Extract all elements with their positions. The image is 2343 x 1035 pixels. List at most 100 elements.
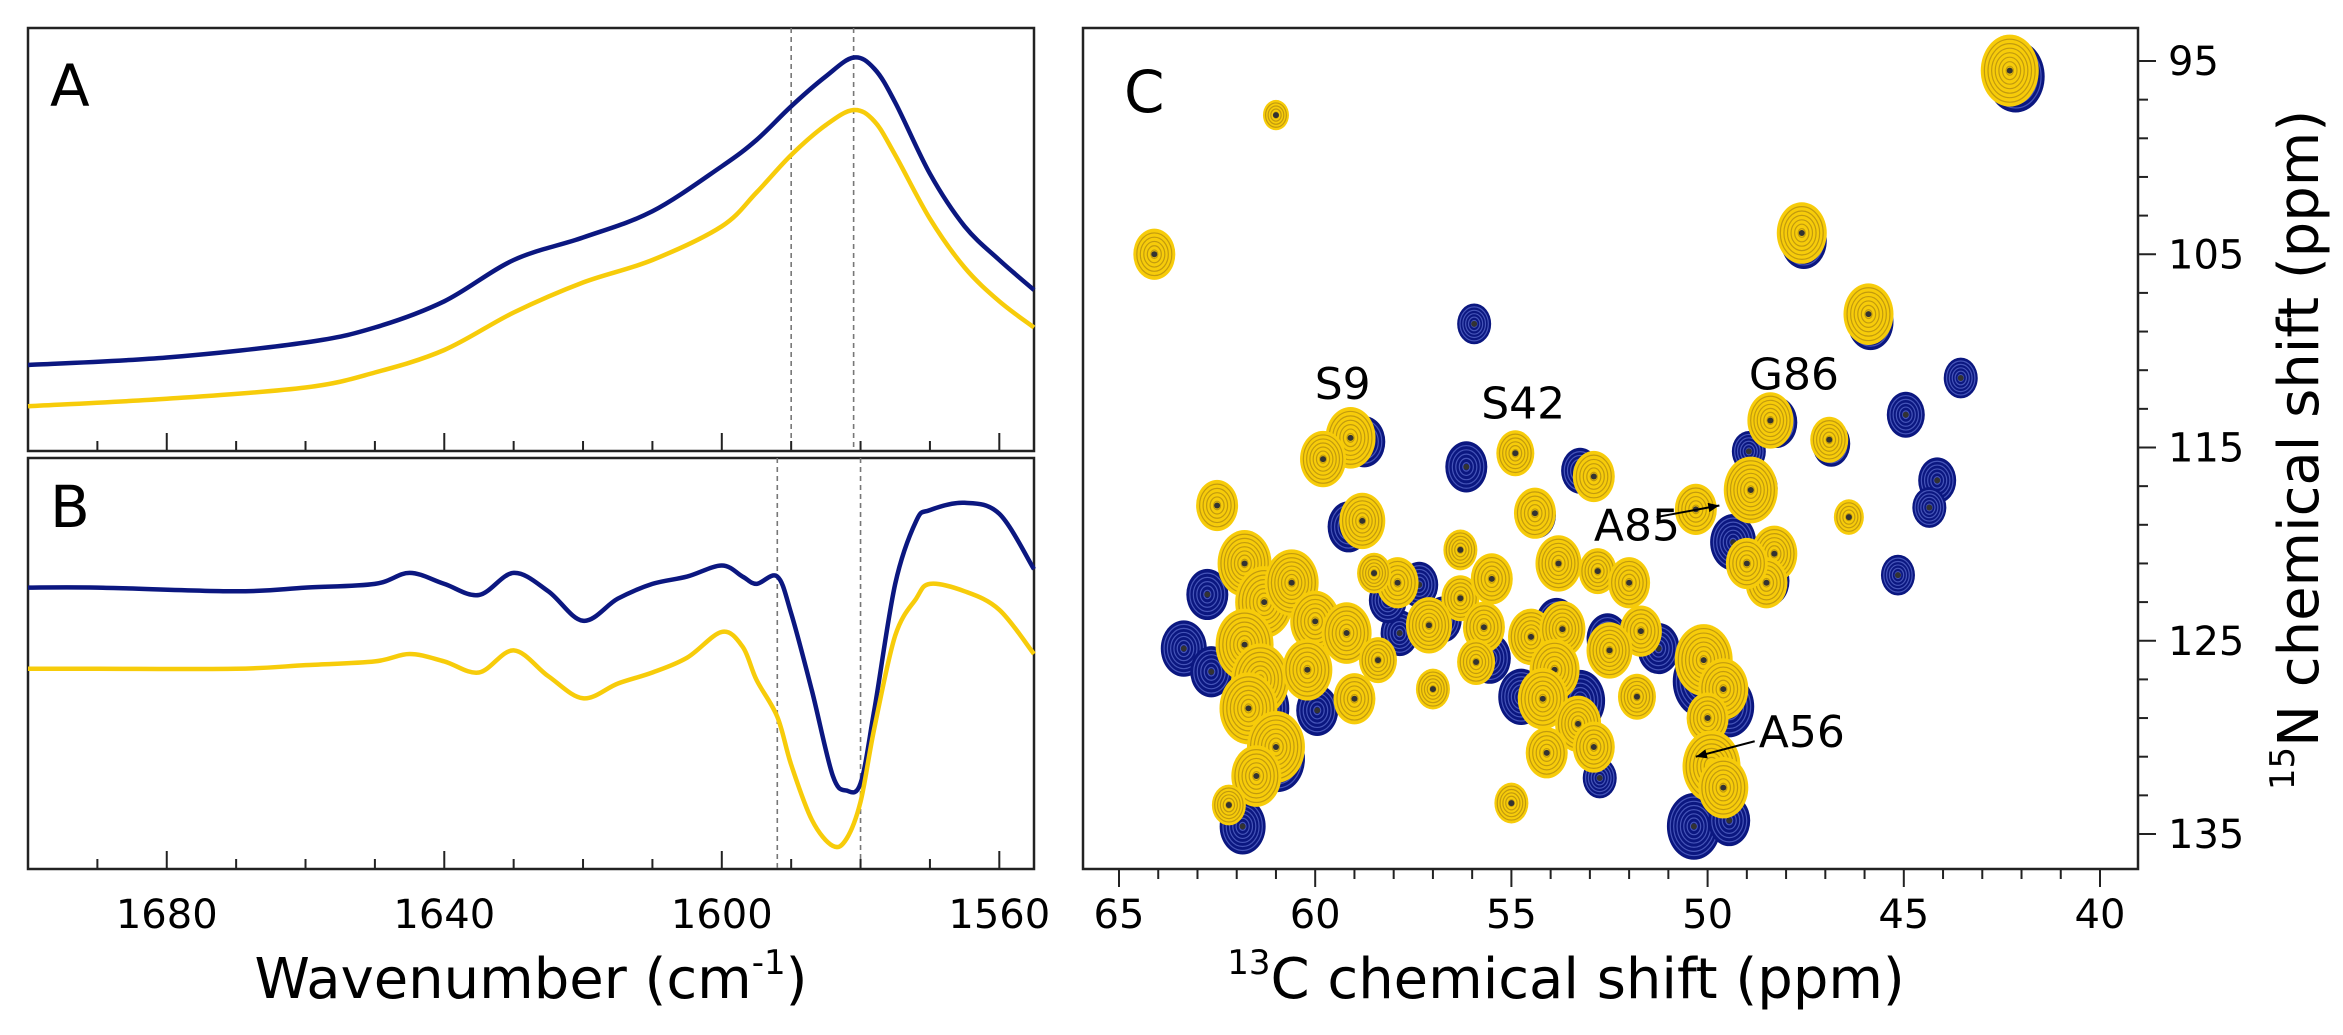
navy-peak-center xyxy=(1902,411,1909,418)
gold-peak-center xyxy=(1320,456,1327,463)
gold-peak-contour xyxy=(1819,427,1840,452)
gold-peak-contour xyxy=(1630,688,1644,706)
gold-peak-contour xyxy=(1593,566,1602,576)
navy-peak xyxy=(1912,487,1947,528)
gold-peak-contour xyxy=(1302,434,1344,484)
gold-peak-center xyxy=(1559,626,1566,633)
navy-peak-contour xyxy=(1207,666,1216,677)
navy-peak-contour xyxy=(1898,406,1913,423)
navy-peak-contour xyxy=(1679,809,1709,844)
navy-peak-contour xyxy=(1895,402,1916,427)
x-tick-label: 1600 xyxy=(671,892,773,938)
gold-peak xyxy=(1517,667,1568,730)
gold-peak-contour xyxy=(1319,454,1327,464)
x-tick-label: 1640 xyxy=(393,892,495,938)
gold-peak-contour xyxy=(1579,729,1609,765)
navy-peak-contour xyxy=(1189,572,1226,617)
gold-peak-center xyxy=(1429,686,1436,693)
gold-peak-center xyxy=(1845,514,1852,521)
navy-peak-contour xyxy=(1451,449,1481,485)
gold-peak-contour xyxy=(1558,624,1567,634)
navy-peak-contour xyxy=(1203,662,1219,681)
navy-peak-contour xyxy=(1467,316,1481,332)
gold-peak-contour xyxy=(1476,618,1492,637)
gold-peak-contour xyxy=(1212,500,1222,511)
gold-peak-contour xyxy=(1857,300,1880,328)
gold-peak-contour xyxy=(1285,642,1330,697)
navy-peak-contour xyxy=(1933,475,1941,485)
gold-peak-contour xyxy=(1548,550,1569,577)
navy-peak-center xyxy=(1957,374,1964,381)
gold-peak xyxy=(1535,535,1582,592)
x-tick-label: 55 xyxy=(1486,892,1537,938)
gold-peak-contour xyxy=(1479,622,1489,633)
navy-peak-contour xyxy=(1462,309,1487,339)
gold-peak-contour xyxy=(1364,644,1392,677)
navy-peak-contour xyxy=(1891,567,1905,583)
gold-peak-contour xyxy=(1472,613,1496,641)
gold-peak-contour xyxy=(1582,733,1605,761)
gold-peak-contour xyxy=(1732,545,1762,582)
gold-peak-contour xyxy=(1538,538,1579,589)
panel-a: A xyxy=(26,26,1036,453)
navy-peak-contour xyxy=(1179,643,1188,654)
gold-peak-center xyxy=(1743,560,1750,567)
gold-peak-contour xyxy=(1592,629,1627,672)
gold-peak xyxy=(1776,202,1827,264)
gold-peak-contour xyxy=(1502,437,1529,470)
panel-b-x-label: Wavenumber (cm-1) xyxy=(254,943,807,1012)
gold-peak-contour xyxy=(1219,794,1238,816)
gold-peak-center xyxy=(1590,744,1597,751)
gold-peak-contour xyxy=(1359,555,1389,591)
y-tick-label: 95 xyxy=(2168,39,2219,85)
gold-peak-contour xyxy=(1459,642,1493,682)
gold-peak-contour xyxy=(1544,546,1573,581)
gold-peak-center xyxy=(1457,546,1464,553)
gold-peak-center xyxy=(1480,624,1487,631)
gold-peak xyxy=(1133,228,1176,280)
navy-peak-contour xyxy=(1892,398,1920,431)
gold-peak-contour xyxy=(1270,557,1313,609)
gold-peak-contour xyxy=(1625,577,1634,588)
gold-peak-contour xyxy=(1763,411,1778,430)
gold-peak-contour xyxy=(1586,737,1602,757)
gold-peak-contour xyxy=(1846,287,1891,342)
gold-peak-contour xyxy=(1421,616,1437,634)
gold-peak-contour xyxy=(1205,492,1229,519)
gold-peak-center xyxy=(1374,657,1381,664)
gold-peak-contour xyxy=(1408,600,1450,651)
gold-peak-contour xyxy=(1487,574,1496,584)
gold-peak-contour xyxy=(1746,485,1755,495)
gold-peak-center xyxy=(1767,417,1774,424)
navy-peak-center xyxy=(1208,668,1215,675)
gold-peak-contour xyxy=(1602,641,1617,660)
panel-c-y-label: 15N chemical shift (ppm) xyxy=(2263,110,2332,790)
gold-peak-center xyxy=(1425,622,1432,629)
gold-peak-contour xyxy=(1797,227,1806,238)
gold-peak-contour xyxy=(1527,680,1558,717)
gold-peak-contour xyxy=(1532,735,1562,771)
gold-peak-contour xyxy=(1589,742,1598,752)
gold-peak-center xyxy=(1555,560,1562,567)
navy-peak-center xyxy=(1745,448,1752,455)
gold-peak-center xyxy=(1304,666,1311,673)
gold-peak xyxy=(1470,553,1513,605)
gold-peak-contour xyxy=(1355,512,1370,530)
panel-a-label: A xyxy=(50,52,90,120)
x-tick-label: 1560 xyxy=(948,892,1050,938)
gold-peak xyxy=(1572,721,1615,773)
gold-peak-contour xyxy=(1244,703,1253,714)
navy-peak-contour xyxy=(1199,585,1215,604)
gold-peak-contour xyxy=(1445,532,1476,568)
gold-peak-contour xyxy=(1415,608,1443,643)
gold-peak-contour xyxy=(1733,468,1769,512)
gold-peak-contour xyxy=(1143,240,1166,268)
gold-peak-center xyxy=(1151,251,1158,258)
gold-peak-center xyxy=(1312,618,1319,625)
gold-peak-contour xyxy=(1146,245,1162,264)
navy-peak-contour xyxy=(1683,813,1705,840)
gold-peak-contour xyxy=(1790,219,1814,247)
navy-peak-contour xyxy=(1170,631,1198,666)
gold-peak-contour xyxy=(1477,561,1507,597)
gold-peak-contour xyxy=(1621,573,1637,592)
